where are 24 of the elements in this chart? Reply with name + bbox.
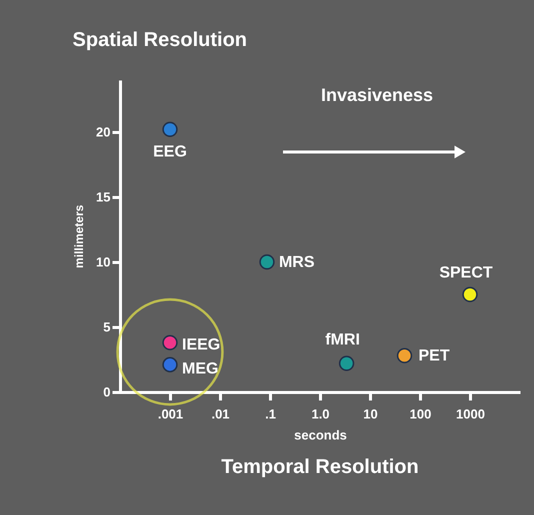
y-tick-label: 10 — [96, 254, 110, 270]
series-label: EEG — [153, 143, 187, 160]
y-tick-label: 15 — [96, 190, 110, 204]
series-label: MRS — [278, 254, 315, 271]
y-axis-title: millimeters — [72, 204, 86, 268]
legend-title: Invasiveness — [320, 85, 434, 105]
y-tick-label: 20 — [96, 124, 110, 140]
series-label: SPECT — [439, 264, 493, 282]
y-tick-label: 5 — [103, 320, 110, 334]
x-tick-label: 1.0 — [311, 406, 330, 422]
x-tick-label: .001 — [158, 406, 184, 422]
series-label: PET — [418, 348, 450, 365]
series-label: fMRI — [325, 331, 360, 348]
chart-title: Spatial Resolution — [72, 29, 248, 51]
series-label: MEG — [182, 360, 218, 378]
text: Temporal Resolution — [221, 456, 419, 478]
x-tick-label: 100 — [410, 406, 432, 422]
x-tick-label: 10 — [363, 406, 378, 422]
y-tick-label: 0 — [103, 384, 110, 400]
x-tick-label: .01 — [211, 406, 230, 422]
series-label: IEEG — [182, 336, 220, 354]
x-axis-title: seconds — [294, 428, 347, 442]
x-tick-label: 1000 — [456, 406, 485, 422]
x-tick-label: .1 — [265, 406, 276, 422]
